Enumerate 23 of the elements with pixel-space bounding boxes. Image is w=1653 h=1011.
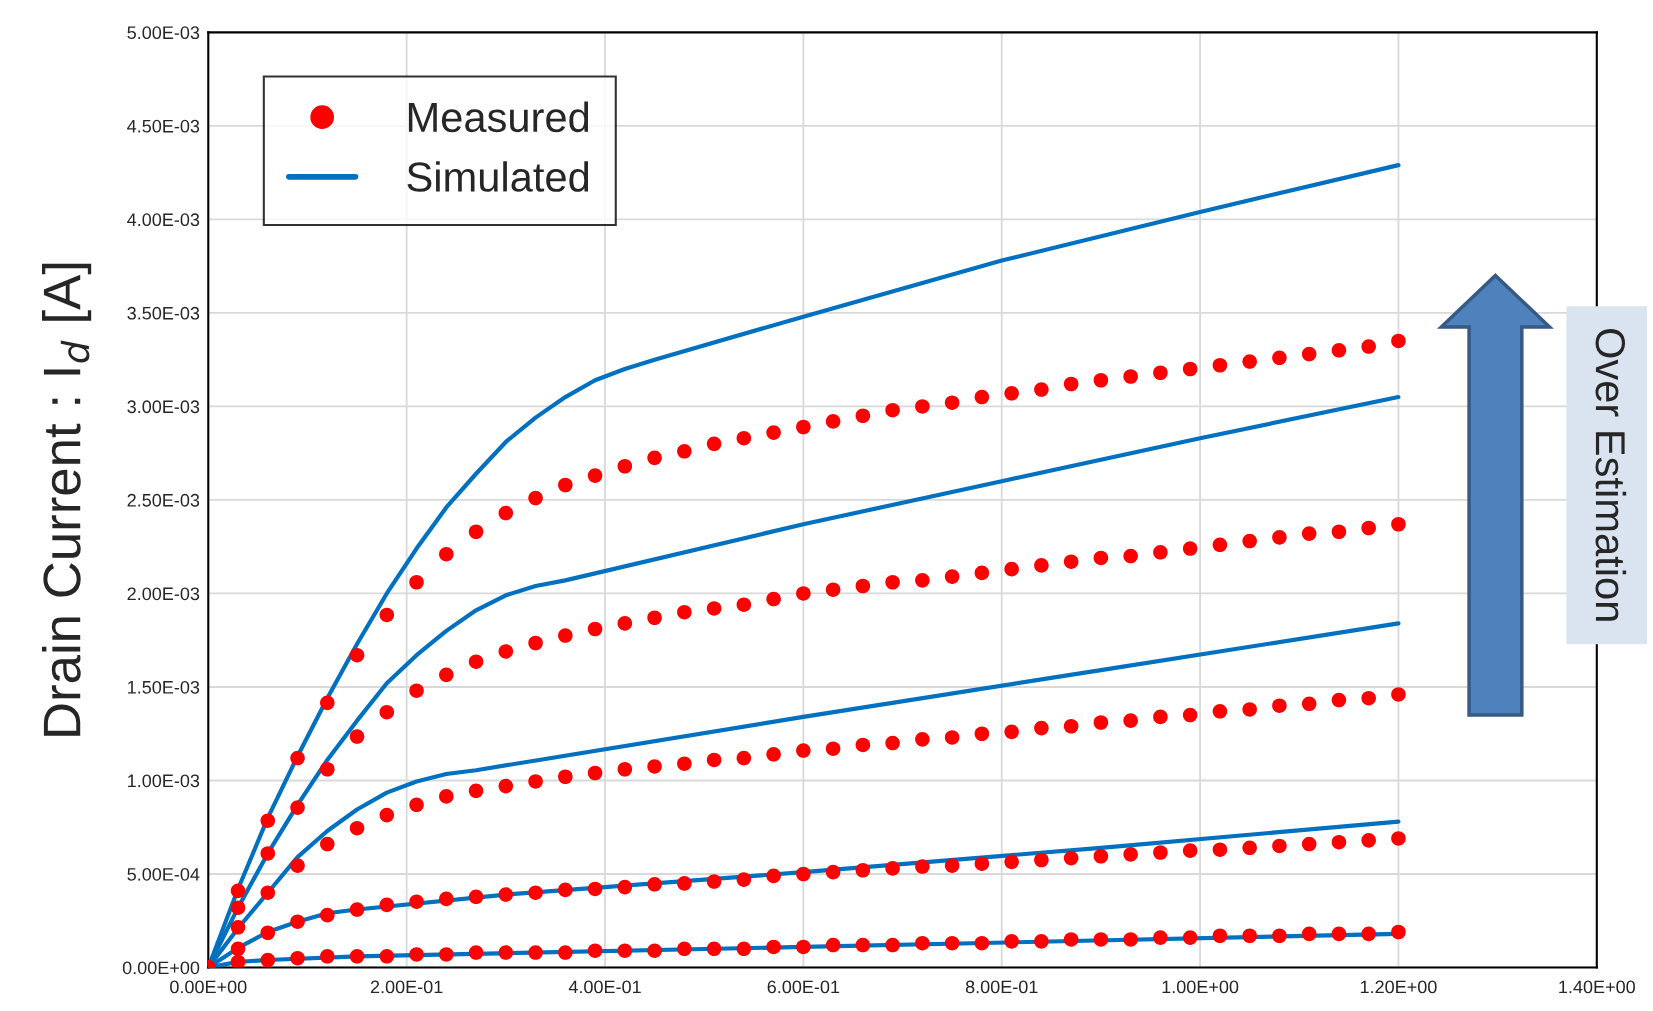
x-tick-label: 1.20E+00	[1360, 980, 1437, 994]
y-tick-label: 1.50E-03	[128, 680, 200, 694]
x-tick-label: 1.00E+00	[1162, 980, 1239, 994]
y-tick-label: 1.00E-03	[128, 774, 200, 788]
annotation: Over Estimation	[1595, 328, 1627, 621]
y-tick-label: 3.50E-03	[127, 306, 200, 320]
y-tick-label: 2.00E-03	[127, 587, 200, 601]
x-tick-label: 8.00E-01	[965, 980, 1038, 994]
y-tick-label: 5.00E-04	[127, 867, 200, 881]
legend-label: Simulated	[407, 161, 589, 192]
y-tick-label: 0.00E+00	[122, 961, 200, 975]
x-tick-label: 0.00E+00	[170, 980, 247, 994]
x-tick-label: 1.40E+00	[1559, 980, 1635, 994]
legend-label: Measured	[408, 101, 589, 133]
y-tick-label: 2.50E-03	[127, 493, 200, 507]
y-axis-title: Drain Current : I$_{d}$ [A]	[41, 263, 92, 736]
y-tick-label: 4.50E-03	[127, 119, 200, 133]
x-tick-label: 2.00E-01	[370, 980, 443, 994]
y-tick-label: 3.00E-03	[127, 400, 200, 414]
y-tick-label: 5.00E-03	[127, 26, 200, 40]
x-tick-label: 4.00E-01	[568, 980, 641, 994]
y-tick-label: 4.00E-03	[127, 213, 200, 227]
x-tick-label: 6.00E-01	[767, 980, 840, 994]
